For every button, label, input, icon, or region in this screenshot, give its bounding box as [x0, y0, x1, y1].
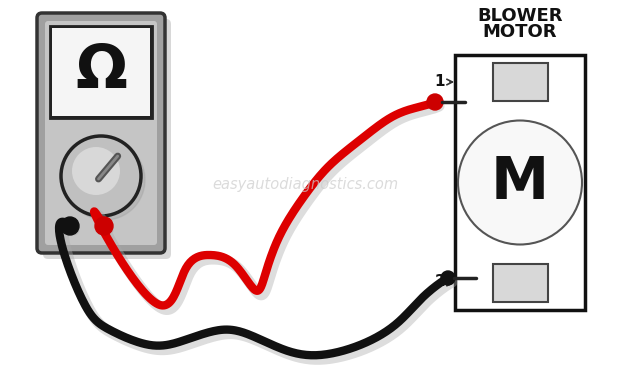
Circle shape: [441, 271, 455, 285]
Circle shape: [65, 140, 145, 220]
Bar: [50, 26, 152, 118]
Circle shape: [72, 147, 120, 195]
Bar: [493, 63, 548, 101]
Circle shape: [95, 217, 113, 235]
FancyBboxPatch shape: [43, 19, 171, 259]
Text: BLOWER: BLOWER: [477, 7, 563, 25]
Circle shape: [458, 120, 582, 244]
Circle shape: [427, 94, 443, 110]
Bar: [455, 55, 585, 310]
Text: Ω: Ω: [75, 42, 127, 102]
Circle shape: [61, 217, 79, 235]
Bar: [493, 264, 548, 302]
Text: 2: 2: [434, 274, 445, 290]
Text: easyautodiagnostics.com: easyautodiagnostics.com: [212, 177, 398, 192]
Text: MOTOR: MOTOR: [483, 23, 557, 41]
FancyBboxPatch shape: [45, 21, 157, 245]
Bar: [52, 28, 150, 116]
Text: 1: 1: [434, 74, 445, 88]
Text: M: M: [491, 154, 549, 211]
Circle shape: [61, 136, 141, 216]
FancyBboxPatch shape: [37, 13, 165, 253]
